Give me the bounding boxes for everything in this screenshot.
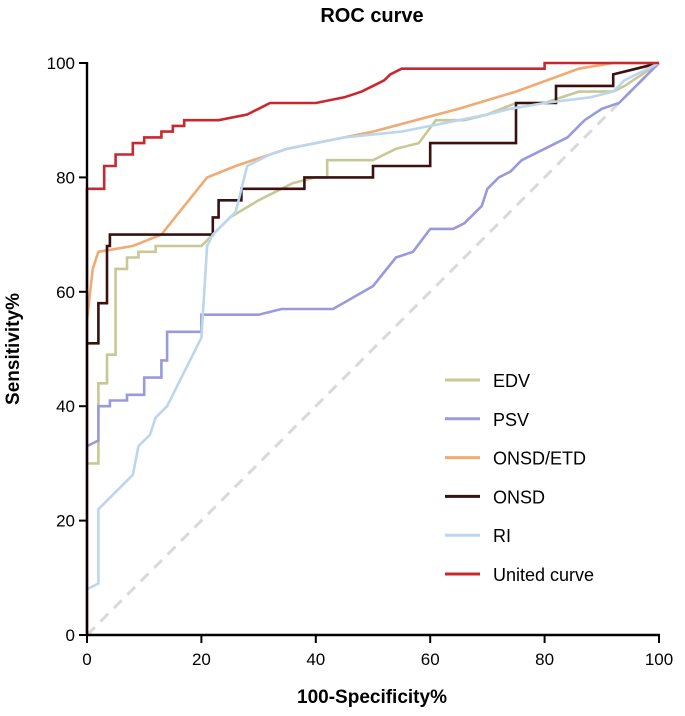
y-tick-label: 60 [56,283,75,302]
reference-line [85,61,661,637]
series-layer [85,61,660,635]
series-line-united-curve [85,61,659,635]
y-tick-label: 0 [66,626,75,645]
y-tick-label: 20 [56,512,75,531]
x-tick-label: 60 [421,650,440,669]
axes-layer: 0 20 40 60 80 100 0 20 40 60 80 100 [47,54,674,669]
x-tick-label: 80 [535,650,554,669]
legend: EDV PSV ONSD/ETD ONSD RI United curve [445,371,594,585]
chart-title: ROC curve [320,5,423,27]
legend-label-edv: EDV [493,371,530,391]
series-line-ri [86,61,660,591]
x-axis-label: 100-Specificity% [297,687,447,708]
legend-label-psv: PSV [493,410,529,430]
series-line-onsd-etd [85,61,659,321]
y-tick-label: 80 [56,168,75,187]
series-line-onsd [87,61,660,345]
series-line-edv [87,61,660,465]
x-tick-label: 0 [82,650,91,669]
legend-label-onsd: ONSD [493,487,545,507]
x-tick-label: 100 [645,650,673,669]
legend-label-ri: RI [493,526,511,546]
y-axis-label: Sensitivity% [3,293,24,405]
reference-layer [85,61,661,637]
series-line-psv [86,62,660,448]
x-tick-label: 20 [192,650,211,669]
legend-label-united-curve: United curve [493,565,594,585]
x-tick-label: 40 [306,650,325,669]
legend-label-onsd-etd: ONSD/ETD [493,449,586,469]
y-tick-label: 40 [56,397,75,416]
y-tick-label: 100 [47,54,75,73]
